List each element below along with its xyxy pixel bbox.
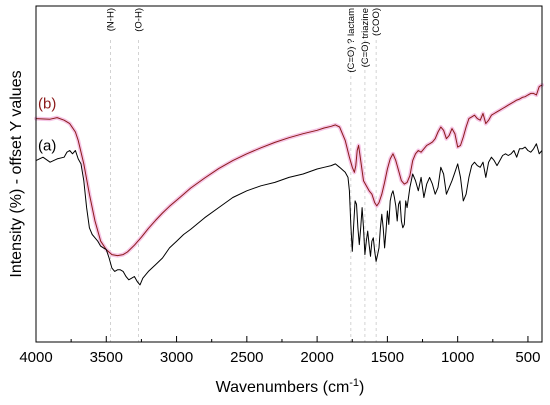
y-axis-title: Intensity (%) - offset Y values — [8, 70, 25, 277]
peak-label: (O-H) — [134, 8, 145, 32]
x-tick-label: 1500 — [371, 349, 404, 366]
series-label: (a) — [38, 138, 56, 155]
x-tick-label: 1000 — [441, 349, 474, 366]
x-tick-label: 3000 — [160, 349, 193, 366]
x-axis-title: Wavenumbers (cm-1) — [216, 377, 365, 396]
peak-label: (N-H) — [105, 8, 116, 31]
x-tick-label: 4000 — [19, 349, 52, 366]
x-tick-label: 2500 — [230, 349, 263, 366]
peak-marker-lines — [110, 40, 377, 342]
series-lines — [34, 83, 544, 286]
series-halo — [34, 83, 544, 258]
series-line — [35, 84, 543, 257]
plot-frame — [35, 5, 543, 343]
peak-marker-labels: (N-H) (O-H) (C=O) ? lactam (C=O) triazine (C… — [105, 8, 382, 73]
x-tick-label: 500 — [515, 349, 540, 366]
series-label: (b) — [38, 96, 56, 113]
series-labels: (b) (a) — [38, 96, 56, 155]
x-axis-ticks — [35, 336, 529, 342]
x-tick-label: 3500 — [90, 349, 123, 366]
x-axis-tick-labels: 4000 3500 3000 2500 2000 1500 1000 500 — [19, 349, 540, 366]
peak-label: (COO) — [371, 8, 382, 36]
series-line — [35, 143, 543, 286]
peak-label: (C=O) ? lactam — [346, 8, 357, 73]
x-tick-label: 2000 — [300, 349, 333, 366]
peak-label: (C=O) triazine — [360, 8, 371, 67]
